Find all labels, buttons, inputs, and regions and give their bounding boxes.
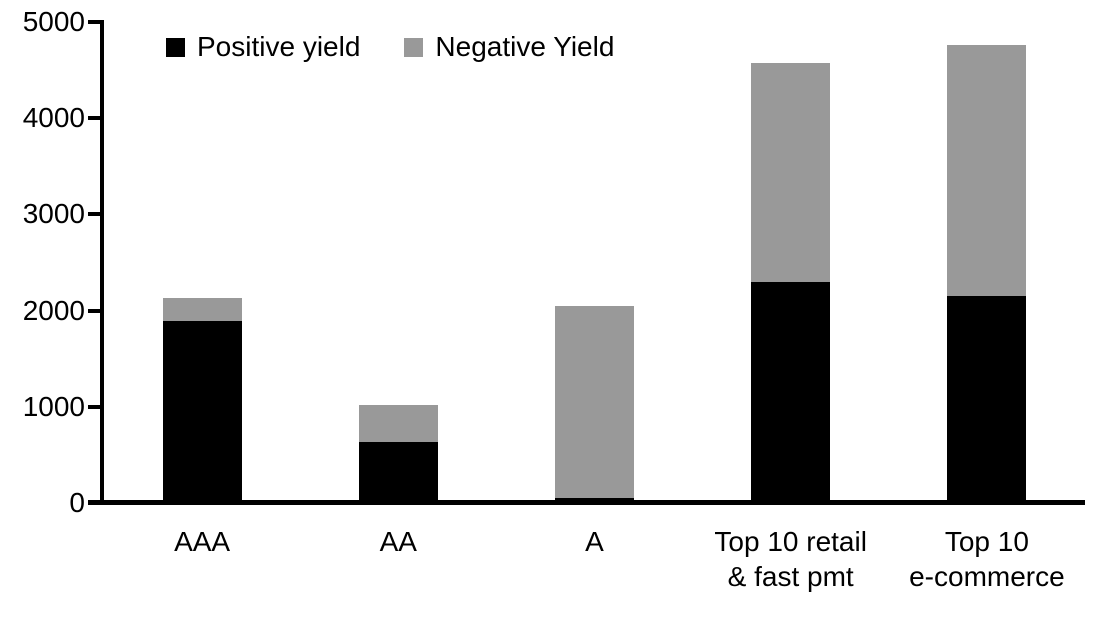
y-axis-tick-label: 3000 [22,198,85,230]
bar-segment [358,404,438,443]
bar-stack-1 [162,298,242,503]
bar-segment [751,281,831,503]
positive-yield-swatch-icon [166,37,185,57]
bar-stack-4 [751,63,831,503]
legend-item-positive-yield: Positive yield [166,30,360,64]
plot-area: Positive yield Negative Yield [104,22,1085,503]
x-axis-label: AAA [174,526,231,557]
bar-segment [751,63,831,282]
y-axis-tick-label: 0 [69,487,85,518]
y-axis-tick [88,404,104,409]
bar-segment [947,45,1027,297]
y-axis-tick [88,212,104,217]
bar-segment [162,321,242,503]
bar-segment [358,442,438,503]
negative-yield-swatch-icon [404,37,424,57]
x-axis-label: Top 10 retail & fast pmt [714,526,867,592]
legend-label-negative-yield: Negative Yield [435,31,615,62]
legend-item-negative-yield: Negative Yield [404,30,614,64]
bar-segment [555,305,634,499]
x-axis-label: Top 10 e-commerce [909,526,1065,592]
y-axis-tick-label: 5000 [22,6,85,37]
bar-stack-3 [555,305,634,503]
x-axis-label: AA [379,526,417,557]
y-axis-tick [88,308,104,313]
y-axis-tick [88,20,104,24]
y-axis-line [100,22,104,505]
y-axis-tick-label: 1000 [22,390,85,422]
y-axis-tick-label: 4000 [22,102,85,134]
bar-segment [555,498,634,503]
legend-label-positive-yield: Positive yield [197,31,361,62]
x-axis-label: A [585,526,604,557]
legend: Positive yield Negative Yield [166,30,614,64]
y-axis-tick [88,116,104,121]
bar-segment [947,296,1027,503]
bar-segment [162,298,242,322]
bar-stack-5 [947,45,1027,503]
bar-stack-2 [358,404,438,503]
y-axis-tick [88,501,104,505]
y-axis-tick-label: 2000 [22,294,85,326]
